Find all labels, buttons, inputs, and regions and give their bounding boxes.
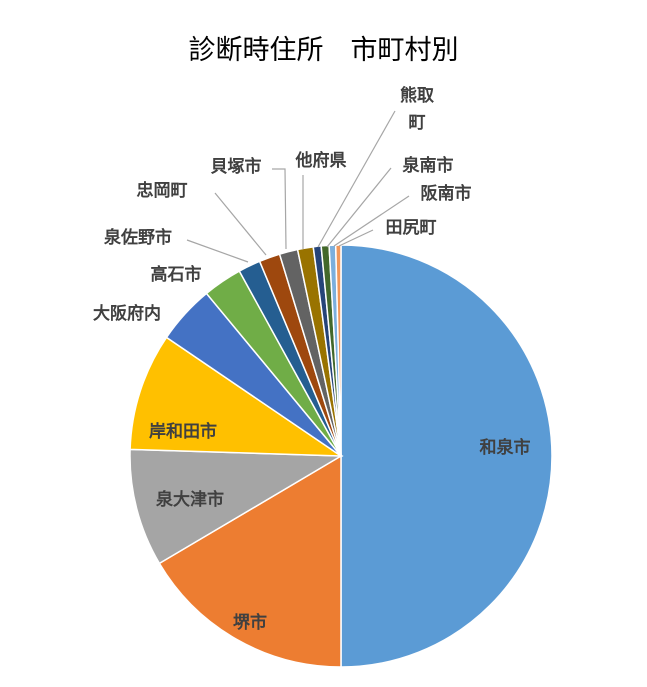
leader-line — [272, 168, 287, 250]
leader-line — [333, 195, 410, 247]
slice-label: 貝塚市 — [211, 156, 262, 177]
leader-line — [317, 110, 396, 248]
pie-slices — [129, 244, 553, 668]
slice-label: 堺市 — [233, 612, 267, 633]
slice-label: 和泉市 — [480, 437, 531, 458]
slice-label: 岸和田市 — [149, 421, 217, 442]
slice-label: 熊取 — [400, 85, 434, 106]
leader-line — [338, 229, 374, 247]
chart-title: 診断時住所 市町村別 — [188, 35, 459, 66]
pie-slice — [158, 454, 342, 668]
leader-line — [186, 239, 249, 263]
slice-label: 田尻町 — [386, 218, 437, 238]
slice-label: 他府県 — [295, 150, 347, 171]
leader-line — [326, 167, 392, 248]
slice-label: 高石市 — [151, 264, 202, 285]
slice-label: 大阪府内 — [93, 303, 161, 324]
leader-lines — [186, 110, 410, 263]
slice-label: 阪南市 — [421, 183, 472, 204]
pie-slice — [129, 336, 344, 457]
slice-label: 泉佐野市 — [103, 227, 172, 248]
pie-slice — [340, 244, 553, 668]
slice-label: 町 — [409, 113, 426, 133]
leader-line — [214, 192, 267, 256]
pie-slice — [129, 448, 344, 565]
slice-label: 泉大津市 — [155, 489, 224, 510]
slice-label: 忠岡町 — [137, 180, 188, 201]
slice-label: 泉南市 — [402, 155, 454, 176]
